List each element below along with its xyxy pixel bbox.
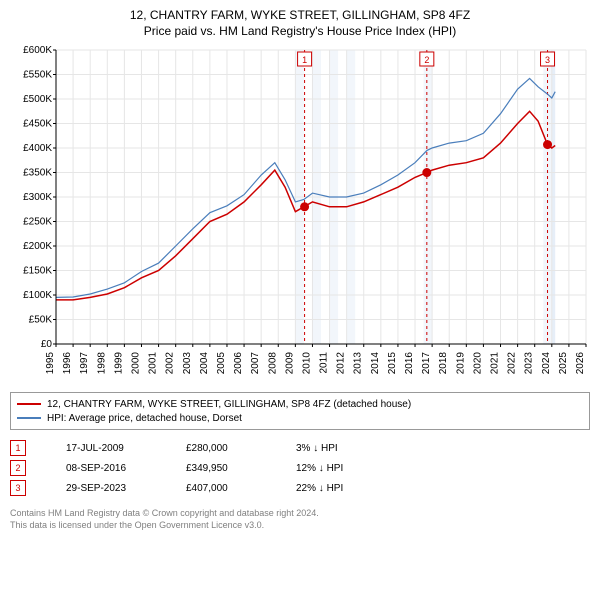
svg-text:2020: 2020 [472,352,483,375]
svg-text:2010: 2010 [301,352,312,375]
svg-text:£0: £0 [41,339,53,350]
svg-text:£100K: £100K [23,290,52,301]
legend-label: HPI: Average price, detached house, Dors… [47,413,242,424]
svg-text:2024: 2024 [541,352,552,375]
svg-text:1996: 1996 [62,352,73,375]
svg-text:2017: 2017 [421,352,432,375]
chart-title-block: 12, CHANTRY FARM, WYKE STREET, GILLINGHA… [10,8,590,38]
svg-text:2023: 2023 [524,352,535,375]
event-number-box: 2 [10,460,26,476]
chart-svg: £0 £50K £100K £150K £200K £250K £300K £350K £400… [10,44,590,384]
event-price: £280,000 [186,443,256,454]
svg-text:1999: 1999 [113,352,124,375]
svg-text:2019: 2019 [455,352,466,375]
svg-text:2003: 2003 [182,352,193,375]
svg-text:2018: 2018 [438,352,449,375]
svg-text:2008: 2008 [267,352,278,375]
svg-text:£50K: £50K [29,315,53,326]
svg-text:2: 2 [424,55,429,65]
svg-text:2013: 2013 [353,352,364,375]
svg-text:£400K: £400K [23,143,52,154]
legend-swatch [17,403,41,405]
svg-text:2021: 2021 [490,352,501,375]
svg-text:£550K: £550K [23,70,52,81]
price-chart: £0 £50K £100K £150K £200K £250K £300K £350K £400… [10,44,590,384]
legend-row: 12, CHANTRY FARM, WYKE STREET, GILLINGHA… [17,397,583,411]
event-number-box: 3 [10,480,26,496]
svg-text:£500K: £500K [23,94,52,105]
events-table: 1 17-JUL-2009 £280,000 3% ↓ HPI 2 08-SEP-2016… [10,438,590,498]
event-date: 08-SEP-2016 [66,463,146,474]
event-row: 1 17-JUL-2009 £280,000 3% ↓ HPI [10,438,590,458]
svg-text:2009: 2009 [284,352,295,375]
event-row: 2 08-SEP-2016 £349,950 12% ↓ HPI [10,458,590,478]
event-date: 17-JUL-2009 [66,443,146,454]
event-delta: 22% ↓ HPI [296,483,376,494]
event-date: 29-SEP-2023 [66,483,146,494]
svg-text:1995: 1995 [45,352,56,375]
svg-text:2014: 2014 [370,352,381,375]
event-price: £407,000 [186,483,256,494]
chart-title-line2: Price paid vs. HM Land Registry's House … [10,24,590,38]
svg-text:2015: 2015 [387,352,398,375]
footer-attribution: Contains HM Land Registry data © Crown c… [10,508,590,531]
svg-text:£300K: £300K [23,192,52,203]
svg-text:£350K: £350K [23,168,52,179]
svg-text:2001: 2001 [148,352,159,375]
legend: 12, CHANTRY FARM, WYKE STREET, GILLINGHA… [10,392,590,430]
svg-text:3: 3 [545,55,550,65]
legend-label: 12, CHANTRY FARM, WYKE STREET, GILLINGHA… [47,399,411,410]
svg-text:1: 1 [302,55,307,65]
svg-text:£150K: £150K [23,266,52,277]
svg-text:2016: 2016 [404,352,415,375]
svg-text:1997: 1997 [79,352,90,375]
svg-text:2022: 2022 [507,352,518,375]
svg-text:2026: 2026 [575,352,586,375]
svg-text:2006: 2006 [233,352,244,375]
svg-text:2011: 2011 [319,352,330,374]
legend-swatch [17,417,41,419]
chart-title-line1: 12, CHANTRY FARM, WYKE STREET, GILLINGHA… [10,8,590,22]
event-row: 3 29-SEP-2023 £407,000 22% ↓ HPI [10,478,590,498]
svg-text:£600K: £600K [23,45,52,56]
svg-text:2004: 2004 [199,352,210,375]
svg-text:2002: 2002 [165,352,176,375]
svg-text:2007: 2007 [250,352,261,375]
svg-text:2025: 2025 [558,352,569,375]
event-price: £349,950 [186,463,256,474]
svg-text:1998: 1998 [96,352,107,375]
svg-text:£250K: £250K [23,217,52,228]
footer-line1: Contains HM Land Registry data © Crown c… [10,508,590,520]
svg-text:2005: 2005 [216,352,227,375]
event-delta: 3% ↓ HPI [296,443,376,454]
event-delta: 12% ↓ HPI [296,463,376,474]
event-number-box: 1 [10,440,26,456]
svg-text:£450K: £450K [23,119,52,130]
svg-text:2012: 2012 [336,352,347,375]
svg-text:2000: 2000 [130,352,141,375]
footer-line2: This data is licensed under the Open Gov… [10,520,590,532]
legend-row: HPI: Average price, detached house, Dors… [17,411,583,425]
svg-text:£200K: £200K [23,241,52,252]
